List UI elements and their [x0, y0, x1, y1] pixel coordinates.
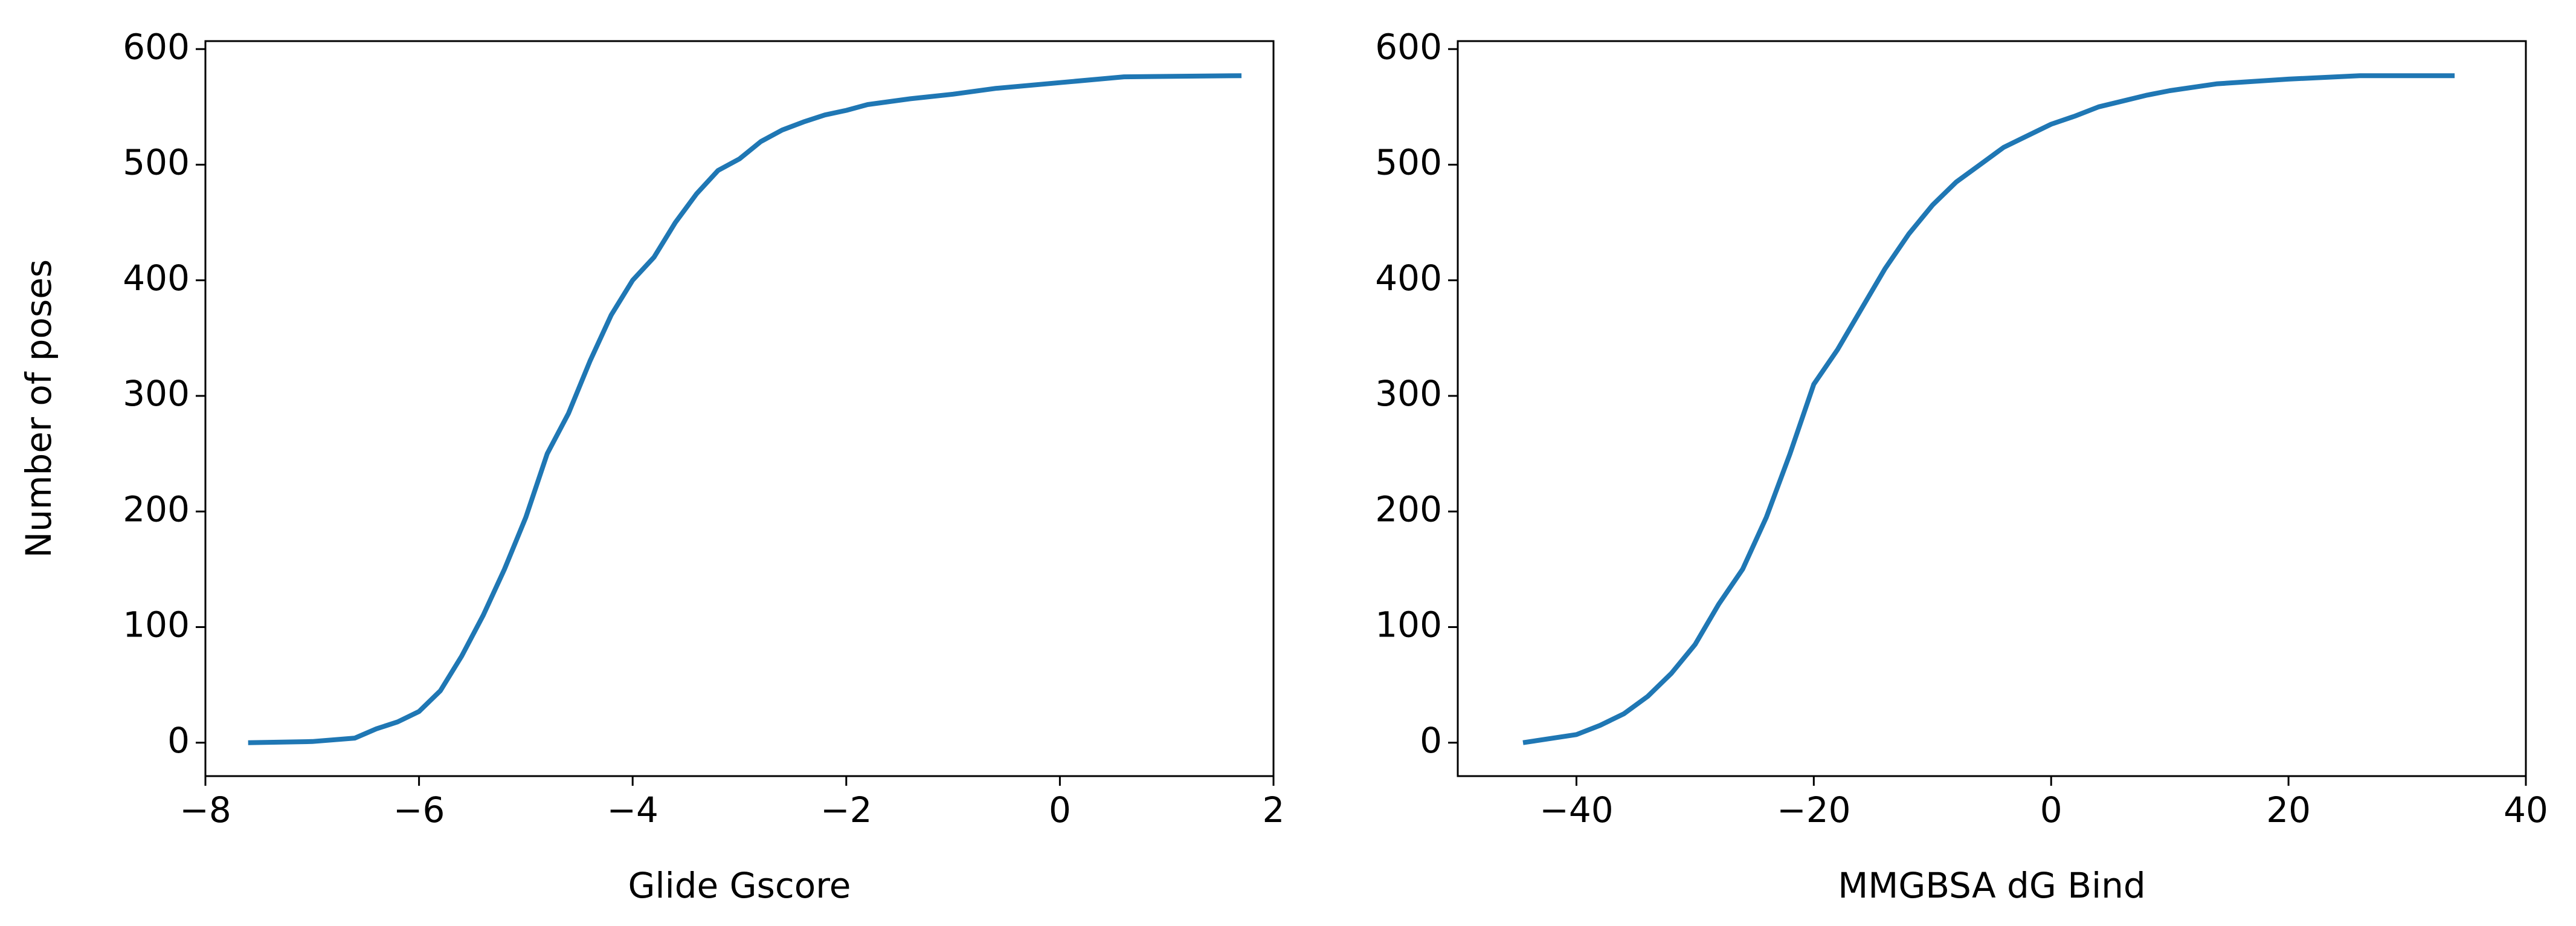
y-tick-label: 200 — [123, 488, 190, 529]
y-tick-label: 500 — [123, 142, 190, 183]
y-tick-label: 100 — [123, 604, 190, 646]
y-tick-label: 400 — [1375, 257, 1442, 299]
x-axis-label: MMGBSA dG Bind — [1838, 865, 2145, 906]
y-tick-label: 500 — [1375, 142, 1442, 183]
axes-frame — [1457, 40, 2527, 777]
x-tick-label: 2 — [1263, 789, 1285, 830]
y-tick-label: 300 — [1375, 373, 1442, 414]
x-tick-label: 0 — [1049, 789, 1071, 830]
y-tick-label: 0 — [1420, 720, 1442, 761]
y-tick-label: 400 — [123, 257, 190, 299]
y-axis-label: Number of poses — [18, 259, 59, 558]
y-tick-label: 600 — [123, 26, 190, 67]
x-tick-label: −6 — [393, 789, 445, 830]
x-tick-label: −40 — [1539, 789, 1613, 830]
x-tick-label: −2 — [820, 789, 872, 830]
x-tick-label: 20 — [2266, 789, 2311, 830]
x-tick-label: −8 — [179, 789, 231, 830]
x-tick-label: −4 — [607, 789, 658, 830]
y-tick-label: 200 — [1375, 488, 1442, 529]
x-axis-label: Glide Gscore — [628, 865, 851, 906]
y-tick-label: 0 — [167, 720, 190, 761]
x-tick-label: 0 — [2040, 789, 2062, 830]
y-tick-label: 600 — [1375, 26, 1442, 67]
x-tick-label: −20 — [1777, 789, 1850, 830]
y-tick-label: 300 — [123, 373, 190, 414]
x-tick-label: 40 — [2504, 789, 2548, 830]
axes-frame — [204, 40, 1275, 777]
data-line — [248, 73, 1242, 745]
data-line — [1522, 73, 2455, 745]
y-tick-label: 100 — [1375, 604, 1442, 646]
